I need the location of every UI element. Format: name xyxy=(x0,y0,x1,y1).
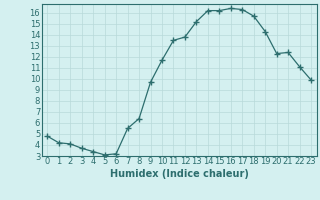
X-axis label: Humidex (Indice chaleur): Humidex (Indice chaleur) xyxy=(110,169,249,179)
